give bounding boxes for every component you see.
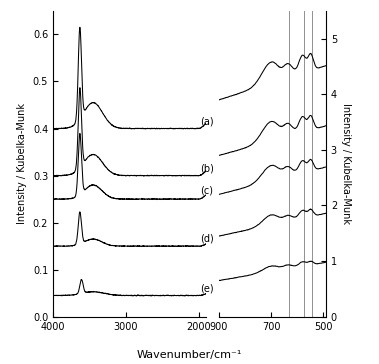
Text: (c): (c) <box>200 185 213 195</box>
Text: (d): (d) <box>200 234 214 244</box>
Text: Wavenumber/cm⁻¹: Wavenumber/cm⁻¹ <box>137 351 242 360</box>
Text: (a): (a) <box>200 116 214 126</box>
Text: (e): (e) <box>200 283 214 293</box>
Y-axis label: Intensity / Kubelka-Munk: Intensity / Kubelka-Munk <box>341 103 351 224</box>
Y-axis label: Intensity / Kubelka-Munk: Intensity / Kubelka-Munk <box>17 103 27 224</box>
Text: (b): (b) <box>200 163 214 173</box>
